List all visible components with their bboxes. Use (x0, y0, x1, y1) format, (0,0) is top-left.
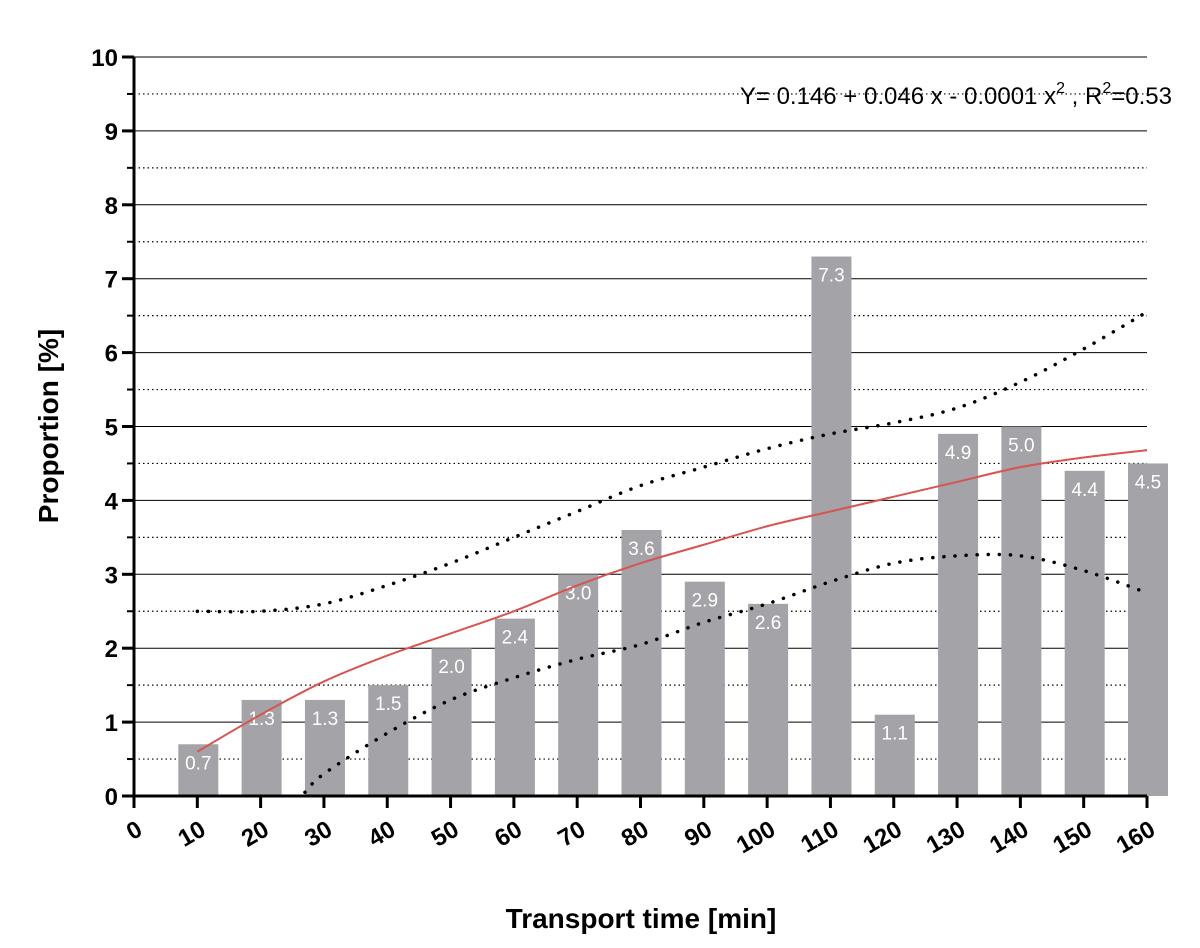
bar (1001, 426, 1042, 796)
x-tick-label: 160 (1112, 816, 1160, 859)
y-tick-label: 3 (105, 562, 118, 589)
x-tick-label: 140 (985, 816, 1033, 859)
y-tick-label: 9 (105, 119, 118, 146)
y-tick-label: 6 (105, 341, 118, 368)
fit-curve (196, 449, 1148, 753)
grid-lines (134, 56, 1147, 760)
bar (304, 699, 345, 796)
bar (811, 256, 852, 796)
bar-value-label: 2.9 (692, 591, 718, 612)
bar (558, 574, 599, 796)
bar (748, 603, 789, 796)
bar-value-label: 1.5 (375, 694, 401, 715)
bar (938, 433, 979, 796)
y-axis-title: Proportion [%] (33, 329, 64, 523)
curves (195, 310, 1149, 795)
x-tick-label: 20 (237, 816, 274, 853)
bar-value-label: 7.3 (818, 266, 844, 287)
bar (431, 648, 472, 796)
fit-equation: Y= 0.146 + 0.046 x - 0.0001 x2 , R2=0.53 (740, 80, 1172, 110)
y-tick-label: 2 (105, 636, 118, 663)
bar (241, 699, 282, 796)
y-tick-label: 8 (105, 193, 118, 220)
y-tick-label: 1 (105, 710, 118, 737)
x-tick-label: 50 (427, 816, 464, 853)
bar-value-label: 5.0 (1008, 436, 1034, 457)
bars: 0.7 1.3 1.3 1.5 2.0 2.4 3.0 3.6 2.9 2.6 7.3 1.1 4.9 5… (178, 256, 1168, 796)
x-tick-label: 0 (122, 816, 147, 846)
bar-value-label: 4.4 (1071, 480, 1098, 501)
x-tick-label: 30 (300, 816, 337, 853)
bar-value-label: 1.3 (312, 709, 338, 730)
bar-value-label: 4.9 (945, 443, 971, 464)
bar-value-label: 1.3 (248, 709, 274, 730)
y-tick-label: 7 (105, 267, 118, 294)
bar-value-label: 2.6 (755, 613, 781, 634)
y-tick-label: 5 (105, 415, 118, 442)
bar (1064, 470, 1105, 796)
bar-value-label: 3.6 (628, 539, 654, 560)
bar-value-label: 4.5 (1135, 472, 1161, 493)
bar-value-label: 2.0 (438, 657, 464, 678)
bar (494, 618, 535, 796)
bar-value-label: 1.1 (882, 724, 908, 745)
bar (874, 714, 915, 796)
bar-value-label: 0.7 (185, 753, 211, 774)
x-tick-label: 90 (680, 816, 717, 853)
bar-value-label: 2.4 (502, 628, 529, 649)
x-tick-label: 100 (732, 816, 780, 859)
x-tick-label: 110 (796, 816, 843, 859)
x-tick-label: 150 (1049, 816, 1097, 859)
y-tick-label: 0 (105, 784, 118, 811)
bar (684, 581, 725, 796)
x-tick-label: 40 (364, 816, 401, 853)
bar-value-label: 3.0 (565, 583, 591, 604)
y-tick-label: 4 (105, 488, 119, 515)
bar (1128, 463, 1168, 796)
x-tick-label: 70 (554, 816, 591, 853)
x-tick-label: 80 (617, 816, 654, 853)
bar (621, 529, 662, 796)
x-tick-label: 60 (490, 816, 527, 853)
x-tick-label: 120 (859, 816, 907, 859)
x-tick-label: 10 (174, 816, 211, 853)
x-tick-label: 130 (922, 816, 970, 859)
x-axis-title: Transport time [min] (506, 903, 777, 934)
bar (178, 744, 219, 796)
y-tick-label: 10 (91, 45, 118, 72)
